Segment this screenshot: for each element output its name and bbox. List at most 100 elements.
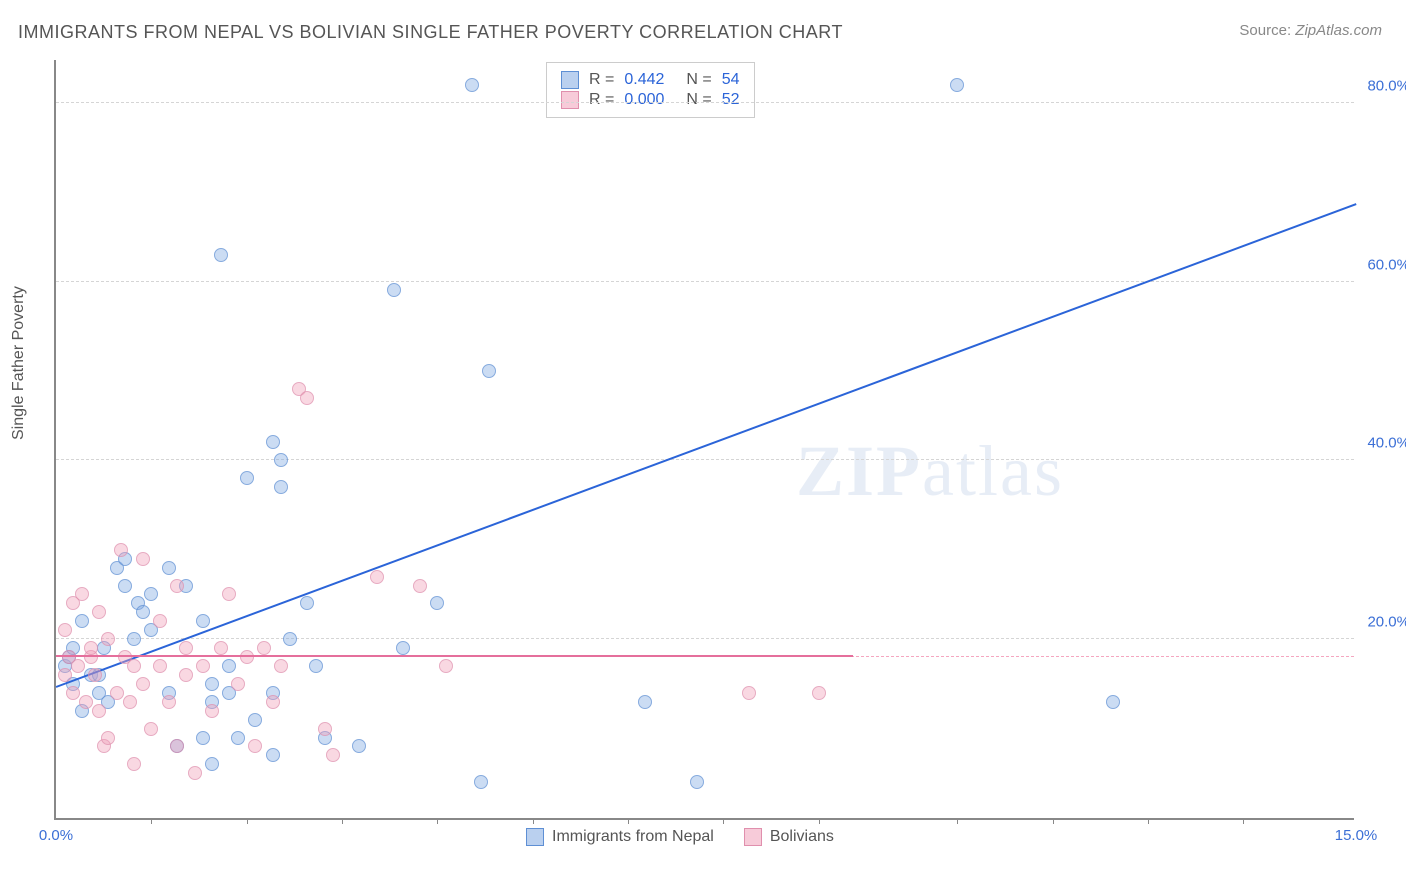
legend-series-name: Bolivians: [770, 828, 834, 846]
scatter-point: [248, 739, 262, 753]
legend-n-label: N =: [686, 71, 711, 89]
scatter-point: [283, 632, 297, 646]
scatter-point: [396, 641, 410, 655]
legend-row: R =0.442N =54: [561, 71, 740, 89]
legend-r-label: R =: [589, 71, 614, 89]
scatter-point: [274, 480, 288, 494]
scatter-point: [127, 632, 141, 646]
chart-title: IMMIGRANTS FROM NEPAL VS BOLIVIAN SINGLE…: [18, 22, 843, 43]
scatter-point: [439, 659, 453, 673]
legend-series-item: Immigrants from Nepal: [526, 828, 714, 846]
x-minor-tick: [819, 818, 820, 824]
scatter-point: [274, 453, 288, 467]
scatter-point: [196, 659, 210, 673]
trend-line: [56, 655, 853, 657]
legend-swatch-icon: [561, 71, 579, 89]
x-minor-tick: [1148, 818, 1149, 824]
x-minor-tick: [437, 818, 438, 824]
scatter-point: [318, 722, 332, 736]
y-tick-label: 40.0%: [1367, 435, 1406, 452]
scatter-point: [92, 704, 106, 718]
legend-row: R =0.000N =52: [561, 91, 740, 109]
scatter-point: [465, 78, 479, 92]
scatter-point: [75, 587, 89, 601]
legend-swatch-icon: [744, 828, 762, 846]
legend-series-item: Bolivians: [744, 828, 834, 846]
scatter-point: [812, 686, 826, 700]
scatter-point: [1106, 695, 1120, 709]
scatter-point: [266, 748, 280, 762]
scatter-point: [179, 641, 193, 655]
scatter-point: [266, 695, 280, 709]
scatter-point: [153, 659, 167, 673]
watermark-zip: ZIP: [796, 431, 922, 511]
scatter-point: [170, 579, 184, 593]
y-tick-label: 80.0%: [1367, 77, 1406, 94]
scatter-point: [110, 686, 124, 700]
scatter-point: [638, 695, 652, 709]
x-minor-tick: [957, 818, 958, 824]
scatter-point: [114, 543, 128, 557]
x-minor-tick: [628, 818, 629, 824]
scatter-point: [214, 641, 228, 655]
legend-r-value: 0.000: [624, 91, 664, 109]
gridline-h: [56, 102, 1354, 103]
scatter-point: [179, 668, 193, 682]
watermark-atlas: atlas: [922, 431, 1064, 511]
scatter-point: [170, 739, 184, 753]
x-minor-tick: [1243, 818, 1244, 824]
scatter-point: [144, 722, 158, 736]
scatter-point: [79, 695, 93, 709]
scatter-point: [240, 471, 254, 485]
scatter-point: [430, 596, 444, 610]
scatter-point: [196, 614, 210, 628]
watermark: ZIPatlas: [796, 430, 1064, 513]
scatter-point: [92, 605, 106, 619]
legend-series-name: Immigrants from Nepal: [552, 828, 714, 846]
legend-swatch-icon: [526, 828, 544, 846]
scatter-point: [188, 766, 202, 780]
gridline-h: [56, 281, 1354, 282]
scatter-point: [231, 677, 245, 691]
legend-swatch-icon: [561, 91, 579, 109]
scatter-point: [742, 686, 756, 700]
scatter-point: [136, 605, 150, 619]
y-axis-label: Single Father Poverty: [10, 286, 28, 440]
scatter-point: [162, 695, 176, 709]
scatter-point: [66, 686, 80, 700]
source-value: ZipAtlas.com: [1295, 22, 1382, 39]
scatter-point: [136, 552, 150, 566]
scatter-point: [196, 731, 210, 745]
x-minor-tick: [342, 818, 343, 824]
legend-correlation: R =0.442N =54R =0.000N =52: [546, 62, 755, 118]
scatter-point: [144, 587, 158, 601]
x-minor-tick: [247, 818, 248, 824]
trend-line: [56, 204, 1357, 689]
gridline-h: [56, 638, 1354, 639]
legend-n-value: 52: [722, 91, 740, 109]
legend-n-label: N =: [686, 91, 711, 109]
source-label: Source:: [1239, 22, 1291, 39]
scatter-point: [248, 713, 262, 727]
scatter-point: [127, 757, 141, 771]
scatter-point: [118, 579, 132, 593]
scatter-point: [482, 364, 496, 378]
x-minor-tick: [151, 818, 152, 824]
x-minor-tick: [533, 818, 534, 824]
y-tick-label: 20.0%: [1367, 614, 1406, 631]
scatter-point: [127, 659, 141, 673]
scatter-point: [274, 659, 288, 673]
scatter-point: [205, 704, 219, 718]
scatter-point: [222, 587, 236, 601]
scatter-point: [257, 641, 271, 655]
scatter-point: [162, 561, 176, 575]
scatter-point: [300, 391, 314, 405]
scatter-point: [101, 731, 115, 745]
scatter-point: [413, 579, 427, 593]
legend-n-value: 54: [722, 71, 740, 89]
scatter-point: [58, 623, 72, 637]
scatter-point: [300, 596, 314, 610]
scatter-point: [75, 614, 89, 628]
source-attribution: Source: ZipAtlas.com: [1239, 22, 1382, 39]
scatter-point: [231, 731, 245, 745]
